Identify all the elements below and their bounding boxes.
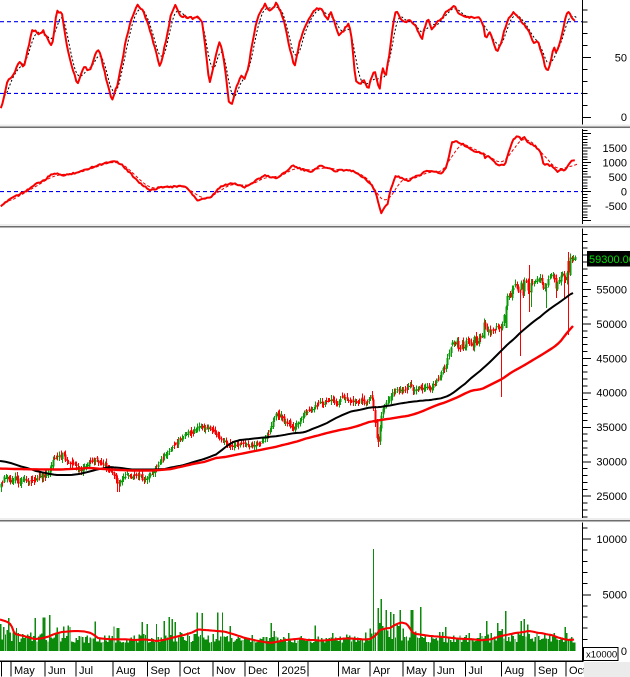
svg-text:Dec: Dec <box>248 665 268 677</box>
svg-text:5000: 5000 <box>603 590 627 602</box>
svg-text:59300.00: 59300.00 <box>589 254 630 266</box>
svg-text:45000: 45000 <box>596 353 627 365</box>
svg-text:10000: 10000 <box>596 534 627 546</box>
svg-text:0: 0 <box>621 112 627 124</box>
svg-text:1500: 1500 <box>603 143 627 155</box>
svg-text:50000: 50000 <box>596 319 627 331</box>
svg-text:25000: 25000 <box>596 491 627 503</box>
svg-text:May: May <box>406 665 427 677</box>
svg-text:-500: -500 <box>605 201 627 213</box>
svg-text:Aug: Aug <box>505 665 525 677</box>
svg-text:Oct: Oct <box>183 665 200 677</box>
svg-text:Aug: Aug <box>116 665 136 677</box>
svg-text:Jun: Jun <box>437 665 455 677</box>
svg-text:Nov: Nov <box>216 665 236 677</box>
svg-text:Jun: Jun <box>48 665 66 677</box>
svg-text:Oct: Oct <box>569 665 586 677</box>
svg-text:2025: 2025 <box>282 665 306 677</box>
svg-text:0: 0 <box>621 646 627 658</box>
svg-text:Apr: Apr <box>373 665 390 677</box>
svg-text:Mar: Mar <box>342 665 361 677</box>
svg-text:35000: 35000 <box>596 422 627 434</box>
svg-text:500: 500 <box>609 172 627 184</box>
svg-text:Sep: Sep <box>151 665 171 677</box>
svg-text:May: May <box>14 665 35 677</box>
svg-text:Jul: Jul <box>469 665 483 677</box>
svg-text:30000: 30000 <box>596 457 627 469</box>
svg-text:0: 0 <box>621 187 627 199</box>
svg-text:55000: 55000 <box>596 284 627 296</box>
svg-text:40000: 40000 <box>596 388 627 400</box>
svg-text:1000: 1000 <box>603 158 627 170</box>
svg-text:Jul: Jul <box>79 665 93 677</box>
svg-text:x10000: x10000 <box>586 650 617 661</box>
svg-text:Sep: Sep <box>538 665 558 677</box>
svg-text:50: 50 <box>615 53 627 65</box>
